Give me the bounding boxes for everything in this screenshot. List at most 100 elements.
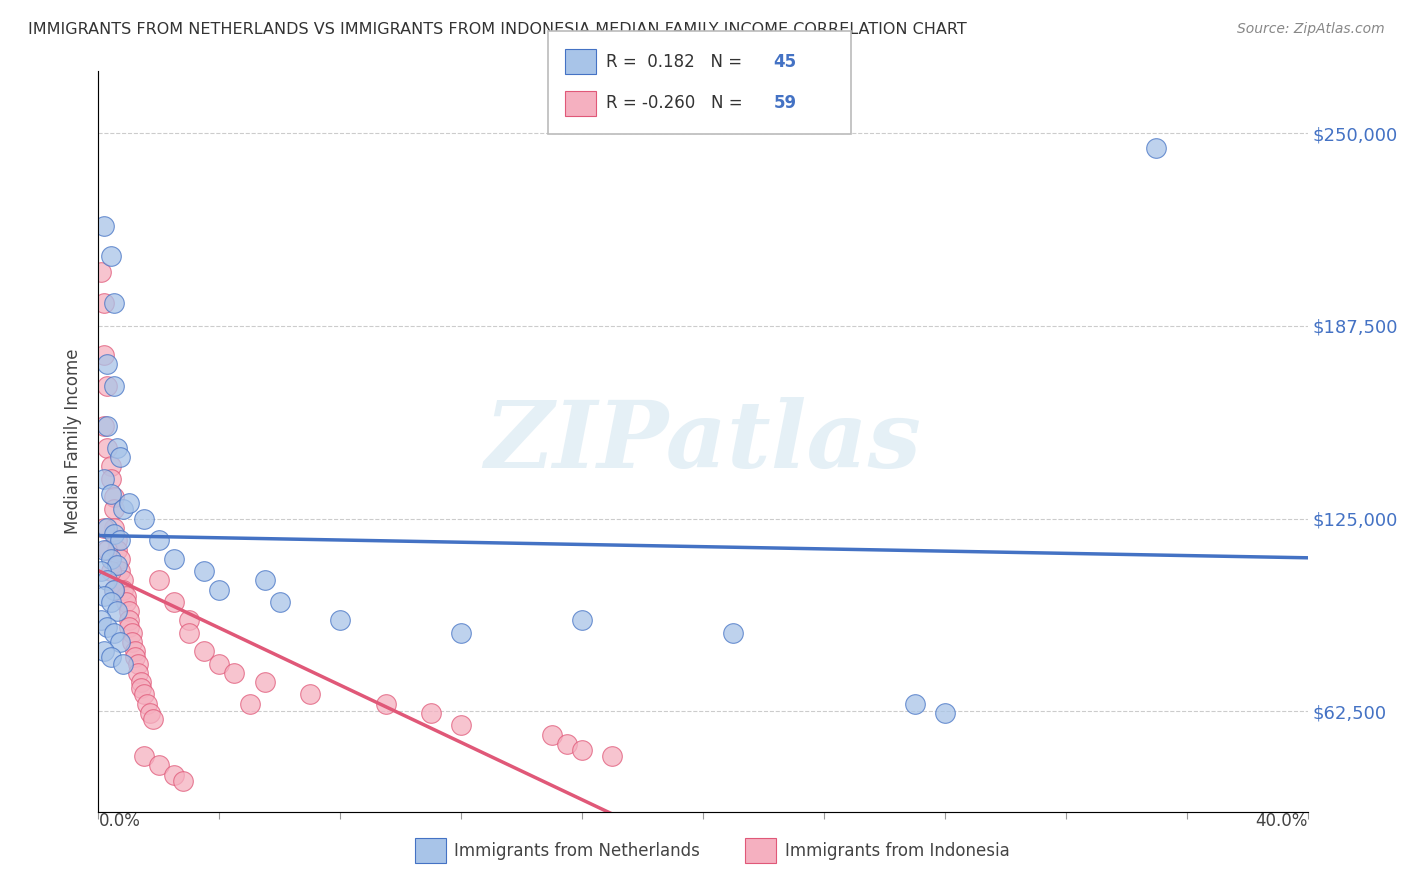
- Point: [93, 471, 115, 485]
- Point: [208, 582, 231, 597]
- Text: Source: ZipAtlas.com: Source: ZipAtlas.com: [1237, 22, 1385, 37]
- Point: [111, 574, 134, 588]
- Point: [103, 582, 125, 597]
- Text: 0.0%: 0.0%: [98, 812, 141, 830]
- Point: [129, 675, 152, 690]
- Point: [93, 589, 115, 603]
- Point: [103, 527, 125, 541]
- Point: [208, 657, 231, 671]
- Point: [111, 502, 134, 516]
- Point: [100, 595, 122, 609]
- Point: [114, 589, 136, 603]
- Point: [172, 773, 194, 788]
- Point: [103, 521, 125, 535]
- Point: [450, 718, 472, 732]
- Point: [108, 564, 131, 578]
- Point: [129, 681, 152, 696]
- Point: [108, 450, 131, 464]
- Point: [132, 511, 155, 525]
- Point: [100, 564, 122, 578]
- Point: [93, 419, 115, 434]
- Point: [118, 604, 141, 618]
- Point: [148, 758, 170, 772]
- Point: [253, 574, 276, 588]
- Point: [540, 728, 562, 742]
- Point: [934, 706, 956, 720]
- Point: [105, 542, 128, 557]
- Point: [179, 614, 201, 628]
- Point: [108, 533, 131, 548]
- Point: [96, 574, 118, 588]
- Point: [139, 706, 162, 720]
- Point: [100, 471, 122, 485]
- Point: [90, 564, 112, 578]
- Text: Immigrants from Indonesia: Immigrants from Indonesia: [785, 842, 1010, 860]
- Point: [118, 614, 141, 628]
- Point: [132, 749, 155, 764]
- Point: [121, 625, 143, 640]
- Point: [224, 665, 246, 680]
- Point: [93, 295, 115, 310]
- Point: [124, 644, 146, 658]
- Point: [96, 542, 118, 557]
- Point: [111, 657, 134, 671]
- Point: [103, 502, 125, 516]
- Point: [96, 620, 118, 634]
- Point: [121, 635, 143, 649]
- Point: [96, 521, 118, 535]
- Text: 40.0%: 40.0%: [1256, 812, 1308, 830]
- Point: [179, 625, 201, 640]
- Point: [96, 419, 118, 434]
- Point: [100, 459, 122, 474]
- Point: [374, 697, 396, 711]
- Point: [420, 706, 443, 720]
- Point: [93, 542, 115, 557]
- Point: [96, 358, 118, 372]
- Point: [90, 614, 112, 628]
- Point: [127, 657, 149, 671]
- Text: IMMIGRANTS FROM NETHERLANDS VS IMMIGRANTS FROM INDONESIA MEDIAN FAMILY INCOME CO: IMMIGRANTS FROM NETHERLANDS VS IMMIGRANT…: [28, 22, 967, 37]
- Point: [93, 644, 115, 658]
- Point: [118, 496, 141, 510]
- Point: [142, 712, 165, 726]
- Point: [105, 441, 128, 455]
- Point: [103, 295, 125, 310]
- Text: ZIPatlas: ZIPatlas: [485, 397, 921, 486]
- Point: [96, 379, 118, 393]
- Point: [114, 595, 136, 609]
- Point: [163, 595, 186, 609]
- Point: [450, 625, 472, 640]
- Point: [571, 614, 593, 628]
- Point: [103, 625, 125, 640]
- Point: [127, 665, 149, 680]
- Point: [111, 582, 134, 597]
- Point: [329, 614, 352, 628]
- Point: [555, 737, 578, 751]
- Point: [108, 551, 131, 566]
- Text: 59: 59: [773, 95, 796, 112]
- Point: [132, 688, 155, 702]
- Point: [100, 650, 122, 665]
- Point: [96, 441, 118, 455]
- Point: [148, 533, 170, 548]
- Point: [253, 675, 276, 690]
- Point: [193, 644, 215, 658]
- Point: [103, 379, 125, 393]
- Point: [93, 521, 115, 535]
- Point: [602, 749, 624, 764]
- Point: [148, 574, 170, 588]
- Point: [1144, 141, 1167, 155]
- Point: [100, 487, 122, 501]
- Point: [105, 604, 128, 618]
- Text: R = -0.260   N =: R = -0.260 N =: [606, 95, 748, 112]
- Point: [163, 767, 186, 781]
- Point: [103, 582, 125, 597]
- Point: [103, 490, 125, 504]
- Point: [163, 551, 186, 566]
- Point: [105, 533, 128, 548]
- Point: [571, 743, 593, 757]
- Point: [90, 265, 112, 279]
- Point: [269, 595, 291, 609]
- Point: [723, 625, 745, 640]
- Point: [135, 697, 157, 711]
